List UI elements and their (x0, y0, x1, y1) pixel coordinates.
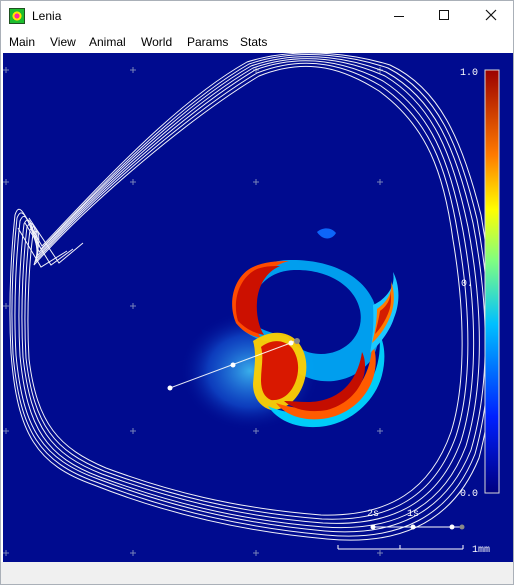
colorbar-max-label: 1.0 (460, 68, 478, 79)
trail-point (230, 362, 236, 368)
colorbar-min-label: 0.0 (460, 489, 478, 500)
close-icon (485, 9, 497, 21)
colorbar-gradient (484, 69, 500, 494)
status-bar (1, 562, 513, 584)
current-position (294, 338, 300, 344)
menu-main[interactable]: Main (9, 35, 36, 49)
window-title: Lenia (32, 9, 62, 23)
timeline: 2s 1s (367, 509, 465, 530)
minimize-icon (394, 16, 404, 17)
trajectory-lines (9, 53, 494, 541)
scale-bar: 1mm (337, 545, 490, 556)
grid-plus-marker (3, 550, 9, 556)
grid-plus-marker (130, 428, 136, 434)
center-trail (167, 338, 300, 391)
menu-view[interactable]: View (50, 35, 76, 49)
timeline-point (370, 524, 376, 530)
simulation-view[interactable]: 1.0 0. 0.0 2s 1s 1mm (3, 53, 513, 562)
colorbar: 1.0 0. 0.0 (460, 68, 500, 500)
minimize-button[interactable] (375, 1, 421, 31)
lenia-creature (180, 228, 399, 431)
timeline-point (410, 524, 416, 530)
menu-bar: Main View Animal World Params Stats (1, 31, 513, 53)
maximize-icon (439, 10, 449, 20)
grid-plus-marker (3, 428, 9, 434)
grid-plus-marker (130, 67, 136, 73)
trail-point (167, 385, 173, 391)
simulation-canvas[interactable]: 1.0 0. 0.0 2s 1s 1mm (3, 53, 513, 562)
grid-plus-marker (3, 179, 9, 185)
grid-plus-marker (3, 303, 9, 309)
close-button[interactable] (467, 1, 513, 31)
timeline-current-point (459, 524, 465, 530)
timeline-right-label: 1s (407, 509, 419, 520)
grid-plus-marker (130, 179, 136, 185)
grid-plus-marker (253, 550, 259, 556)
timeline-left-label: 2s (367, 509, 379, 520)
title-bar[interactable]: Lenia (1, 1, 513, 31)
lenia-app-icon (9, 8, 25, 24)
trail-point (288, 340, 294, 346)
grid-plus-marker (377, 428, 383, 434)
grid-plus-marker (130, 303, 136, 309)
grid-plus-marker (3, 67, 9, 73)
grid-plus-marker (130, 550, 136, 556)
timeline-point (449, 524, 455, 530)
menu-world[interactable]: World (141, 35, 173, 49)
colorbar-mid-label: 0. (461, 279, 473, 290)
grid-plus-marker (377, 550, 383, 556)
maximize-button[interactable] (421, 1, 467, 31)
menu-stats[interactable]: Stats (240, 35, 268, 49)
menu-params[interactable]: Params (187, 35, 229, 49)
scale-label: 1mm (472, 545, 490, 556)
grid-plus-marker (377, 179, 383, 185)
grid-plus-marker (253, 179, 259, 185)
menu-animal[interactable]: Animal (89, 35, 126, 49)
